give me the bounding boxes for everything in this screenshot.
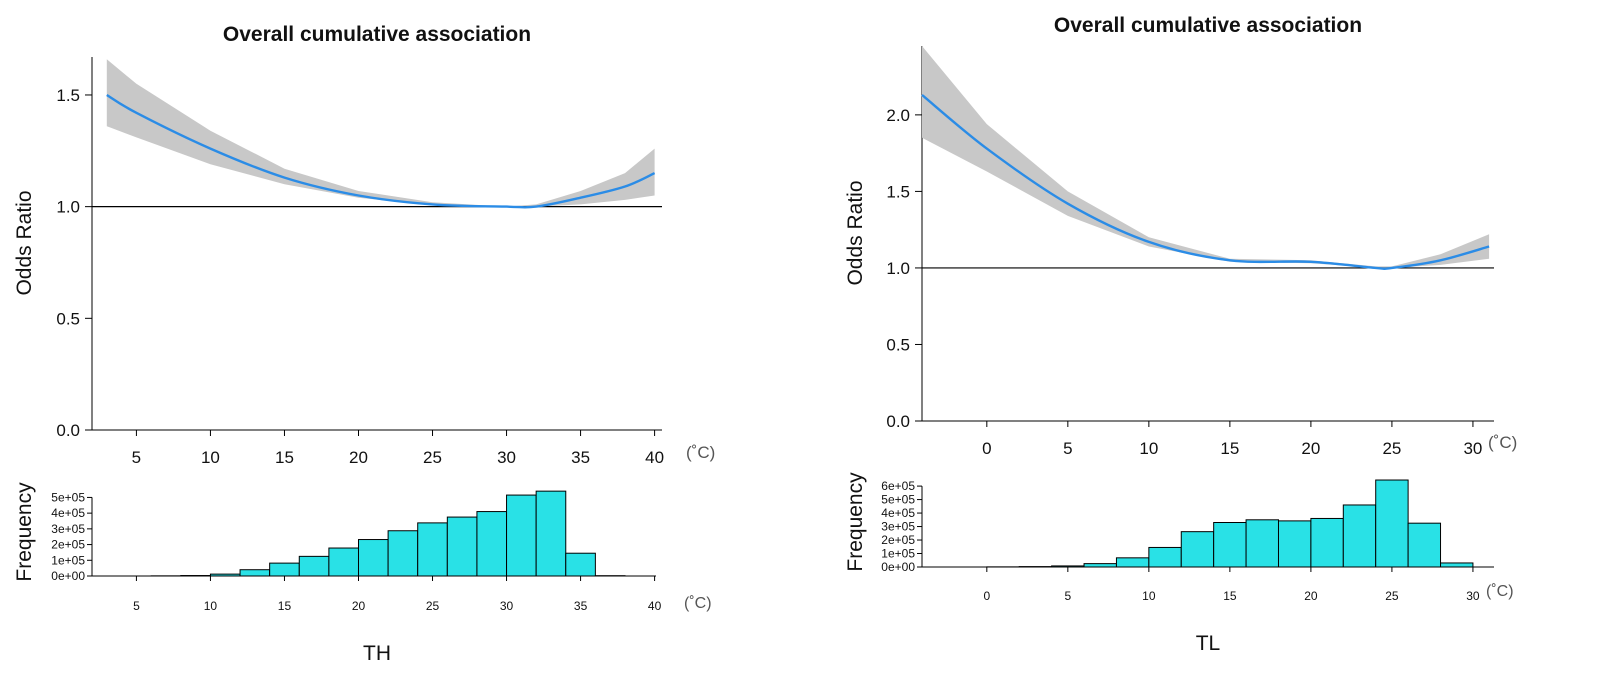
hist-bar (476, 511, 508, 577)
hist-bar (1245, 519, 1279, 568)
hist-bar (1051, 565, 1085, 568)
x-tick-label: 10 (201, 448, 220, 467)
y-axis-title: Odds Ratio (844, 180, 867, 285)
hist-x-tick-label: 25 (1385, 589, 1399, 603)
y-tick-label: 0.0 (56, 421, 80, 440)
y-tick-label: 2.0 (886, 106, 910, 125)
hist-bar (357, 539, 389, 577)
hist-bar (269, 562, 300, 577)
confidence-band (106, 59, 655, 207)
x-tick-label: 10 (1139, 439, 1158, 458)
hist-y-tick-label: 1e+05 (881, 547, 915, 561)
hist-unit-label: (˚C) (1486, 583, 1514, 600)
x-tick-label: 25 (423, 448, 442, 467)
hist-x-tick-label: 15 (278, 599, 292, 613)
hist-x-tick-label: 20 (352, 599, 366, 613)
hist-y-tick-label: 6e+05 (881, 479, 915, 493)
hist-x-tick-label: 20 (1304, 589, 1318, 603)
x-tick-label: 15 (1220, 439, 1239, 458)
x-tick-label: 30 (497, 448, 516, 467)
hist-y-axis-title: Frequency (844, 472, 867, 572)
x-tick-label: 15 (275, 448, 294, 467)
y-tick-label: 1.5 (56, 86, 80, 105)
x-tick-label: 30 (1463, 439, 1482, 458)
hist-y-tick-label: 2e+05 (881, 533, 915, 547)
hist-bar (1310, 517, 1344, 568)
y-axis-title: Odds Ratio (13, 190, 36, 295)
hist-bar (1213, 522, 1247, 568)
hist-bar (1407, 522, 1442, 568)
x-tick-label: 5 (132, 448, 141, 467)
hist-x-tick-label: 5 (1064, 589, 1071, 603)
hist-bar (1180, 531, 1215, 568)
hist-y-tick-label: 4e+05 (881, 506, 915, 520)
hist-bar (1375, 479, 1409, 568)
hist-unit-label: (˚C) (684, 595, 712, 612)
hist-y-tick-label: 0e+00 (51, 569, 85, 583)
hist-bar (1148, 546, 1182, 568)
x-variable-name: TL (1196, 632, 1221, 655)
hist-bar (387, 530, 419, 577)
odds-ratio-curve (106, 93, 656, 209)
hist-x-tick-label: 0 (983, 589, 990, 603)
hist-x-tick-label: 25 (426, 599, 440, 613)
y-tick-label: 1.0 (56, 198, 80, 217)
hist-y-tick-label: 3e+05 (51, 522, 85, 536)
hist-bar (298, 555, 330, 577)
y-tick-label: 1.0 (886, 259, 910, 278)
x-unit-label: (˚C) (1488, 433, 1517, 452)
hist-bar (209, 573, 241, 577)
hist-x-tick-label: 30 (500, 599, 514, 613)
hist-bar (565, 552, 596, 577)
y-tick-label: 1.5 (886, 182, 910, 201)
hist-x-tick-label: 35 (574, 599, 588, 613)
hist-x-tick-label: 10 (204, 599, 218, 613)
chart-title: Overall cumulative association (1054, 14, 1362, 37)
hist-y-tick-label: 5e+05 (881, 493, 915, 507)
hist-x-tick-label: 10 (1142, 589, 1156, 603)
hist-x-tick-label: 5 (133, 599, 140, 613)
y-tick-label: 0.0 (886, 412, 910, 431)
hist-y-tick-label: 2e+05 (51, 538, 85, 552)
x-tick-label: 35 (571, 448, 590, 467)
hist-bar (1342, 504, 1377, 568)
hist-bar (1440, 562, 1474, 568)
hist-bar (239, 569, 271, 577)
chart-panel-1: Overall cumulative association 0.0 0.5 1.0 1… (13, 23, 715, 665)
x-unit-label: (˚C) (686, 443, 715, 462)
y-tick-label: 0.5 (56, 309, 80, 328)
hist-bar (506, 494, 537, 577)
hist-y-tick-label: 0e+00 (881, 560, 915, 574)
x-tick-label: 0 (982, 439, 991, 458)
hist-y-tick-label: 5e+05 (51, 490, 85, 504)
hist-bar (1083, 563, 1117, 568)
x-tick-label: 25 (1382, 439, 1401, 458)
hist-y-tick-label: 4e+05 (51, 506, 85, 520)
odds-ratio-curve (921, 94, 1490, 270)
hist-bar (535, 490, 567, 577)
hist-x-tick-label: 30 (1466, 589, 1480, 603)
x-tick-label: 40 (645, 448, 664, 467)
hist-bar (328, 547, 359, 577)
hist-bar (417, 522, 448, 577)
hist-bar (446, 516, 478, 577)
hist-x-tick-label: 15 (1223, 589, 1237, 603)
x-variable-name: TH (363, 642, 391, 665)
hist-bar (1115, 557, 1150, 568)
chart-title: Overall cumulative association (223, 23, 531, 46)
chart-panel-2: Overall cumulative association 0.0 0.5 1.0 1… (844, 14, 1517, 655)
confidence-band (922, 46, 1490, 268)
hist-y-axis-title: Frequency (13, 482, 36, 582)
y-tick-label: 0.5 (886, 335, 910, 354)
x-tick-label: 5 (1063, 439, 1072, 458)
hist-y-tick-label: 1e+05 (51, 553, 85, 567)
hist-bar (1277, 520, 1312, 568)
hist-y-tick-label: 3e+05 (881, 520, 915, 534)
hist-x-tick-label: 40 (648, 599, 662, 613)
x-tick-label: 20 (349, 448, 368, 467)
x-tick-label: 20 (1301, 439, 1320, 458)
